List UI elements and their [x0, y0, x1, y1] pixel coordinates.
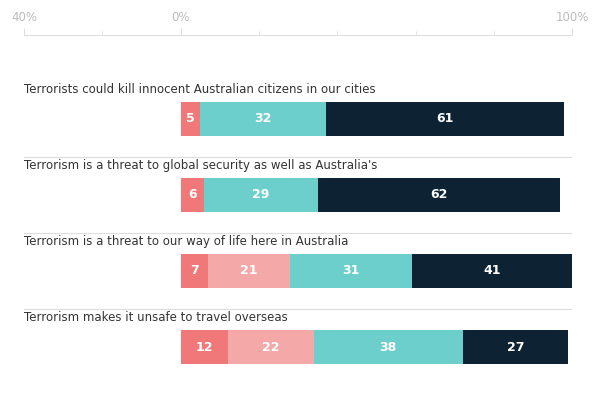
Bar [326, 102, 565, 136]
Text: Terrorism makes it unsafe to travel overseas: Terrorism makes it unsafe to travel over… [24, 311, 288, 324]
Text: 22: 22 [262, 340, 280, 354]
Text: 32: 32 [254, 112, 272, 125]
Bar [314, 330, 463, 364]
Text: 62: 62 [430, 188, 448, 202]
Text: 6: 6 [188, 188, 197, 202]
Text: 41: 41 [483, 264, 500, 278]
Text: 61: 61 [436, 112, 454, 125]
Bar [200, 102, 326, 136]
Text: 38: 38 [380, 340, 397, 354]
Bar [204, 178, 318, 212]
Text: 27: 27 [506, 340, 524, 354]
Text: 29: 29 [252, 188, 269, 202]
Text: 5: 5 [186, 112, 195, 125]
Bar [181, 254, 208, 288]
Bar [181, 178, 204, 212]
Text: 31: 31 [343, 264, 359, 278]
Bar [290, 254, 412, 288]
Text: Terrorism is a threat to our way of life here in Australia: Terrorism is a threat to our way of life… [24, 235, 349, 248]
Bar [463, 330, 568, 364]
Text: 7: 7 [190, 264, 199, 278]
Bar [208, 254, 290, 288]
Bar [181, 330, 227, 364]
Bar [227, 330, 314, 364]
Text: 21: 21 [241, 264, 258, 278]
Bar [318, 178, 560, 212]
Bar [181, 102, 200, 136]
Text: Terrorism is a threat to global security as well as Australia's: Terrorism is a threat to global security… [24, 159, 377, 172]
Text: 12: 12 [196, 340, 213, 354]
Text: Terrorists could kill innocent Australian citizens in our cities: Terrorists could kill innocent Australia… [24, 83, 376, 96]
Bar [412, 254, 572, 288]
